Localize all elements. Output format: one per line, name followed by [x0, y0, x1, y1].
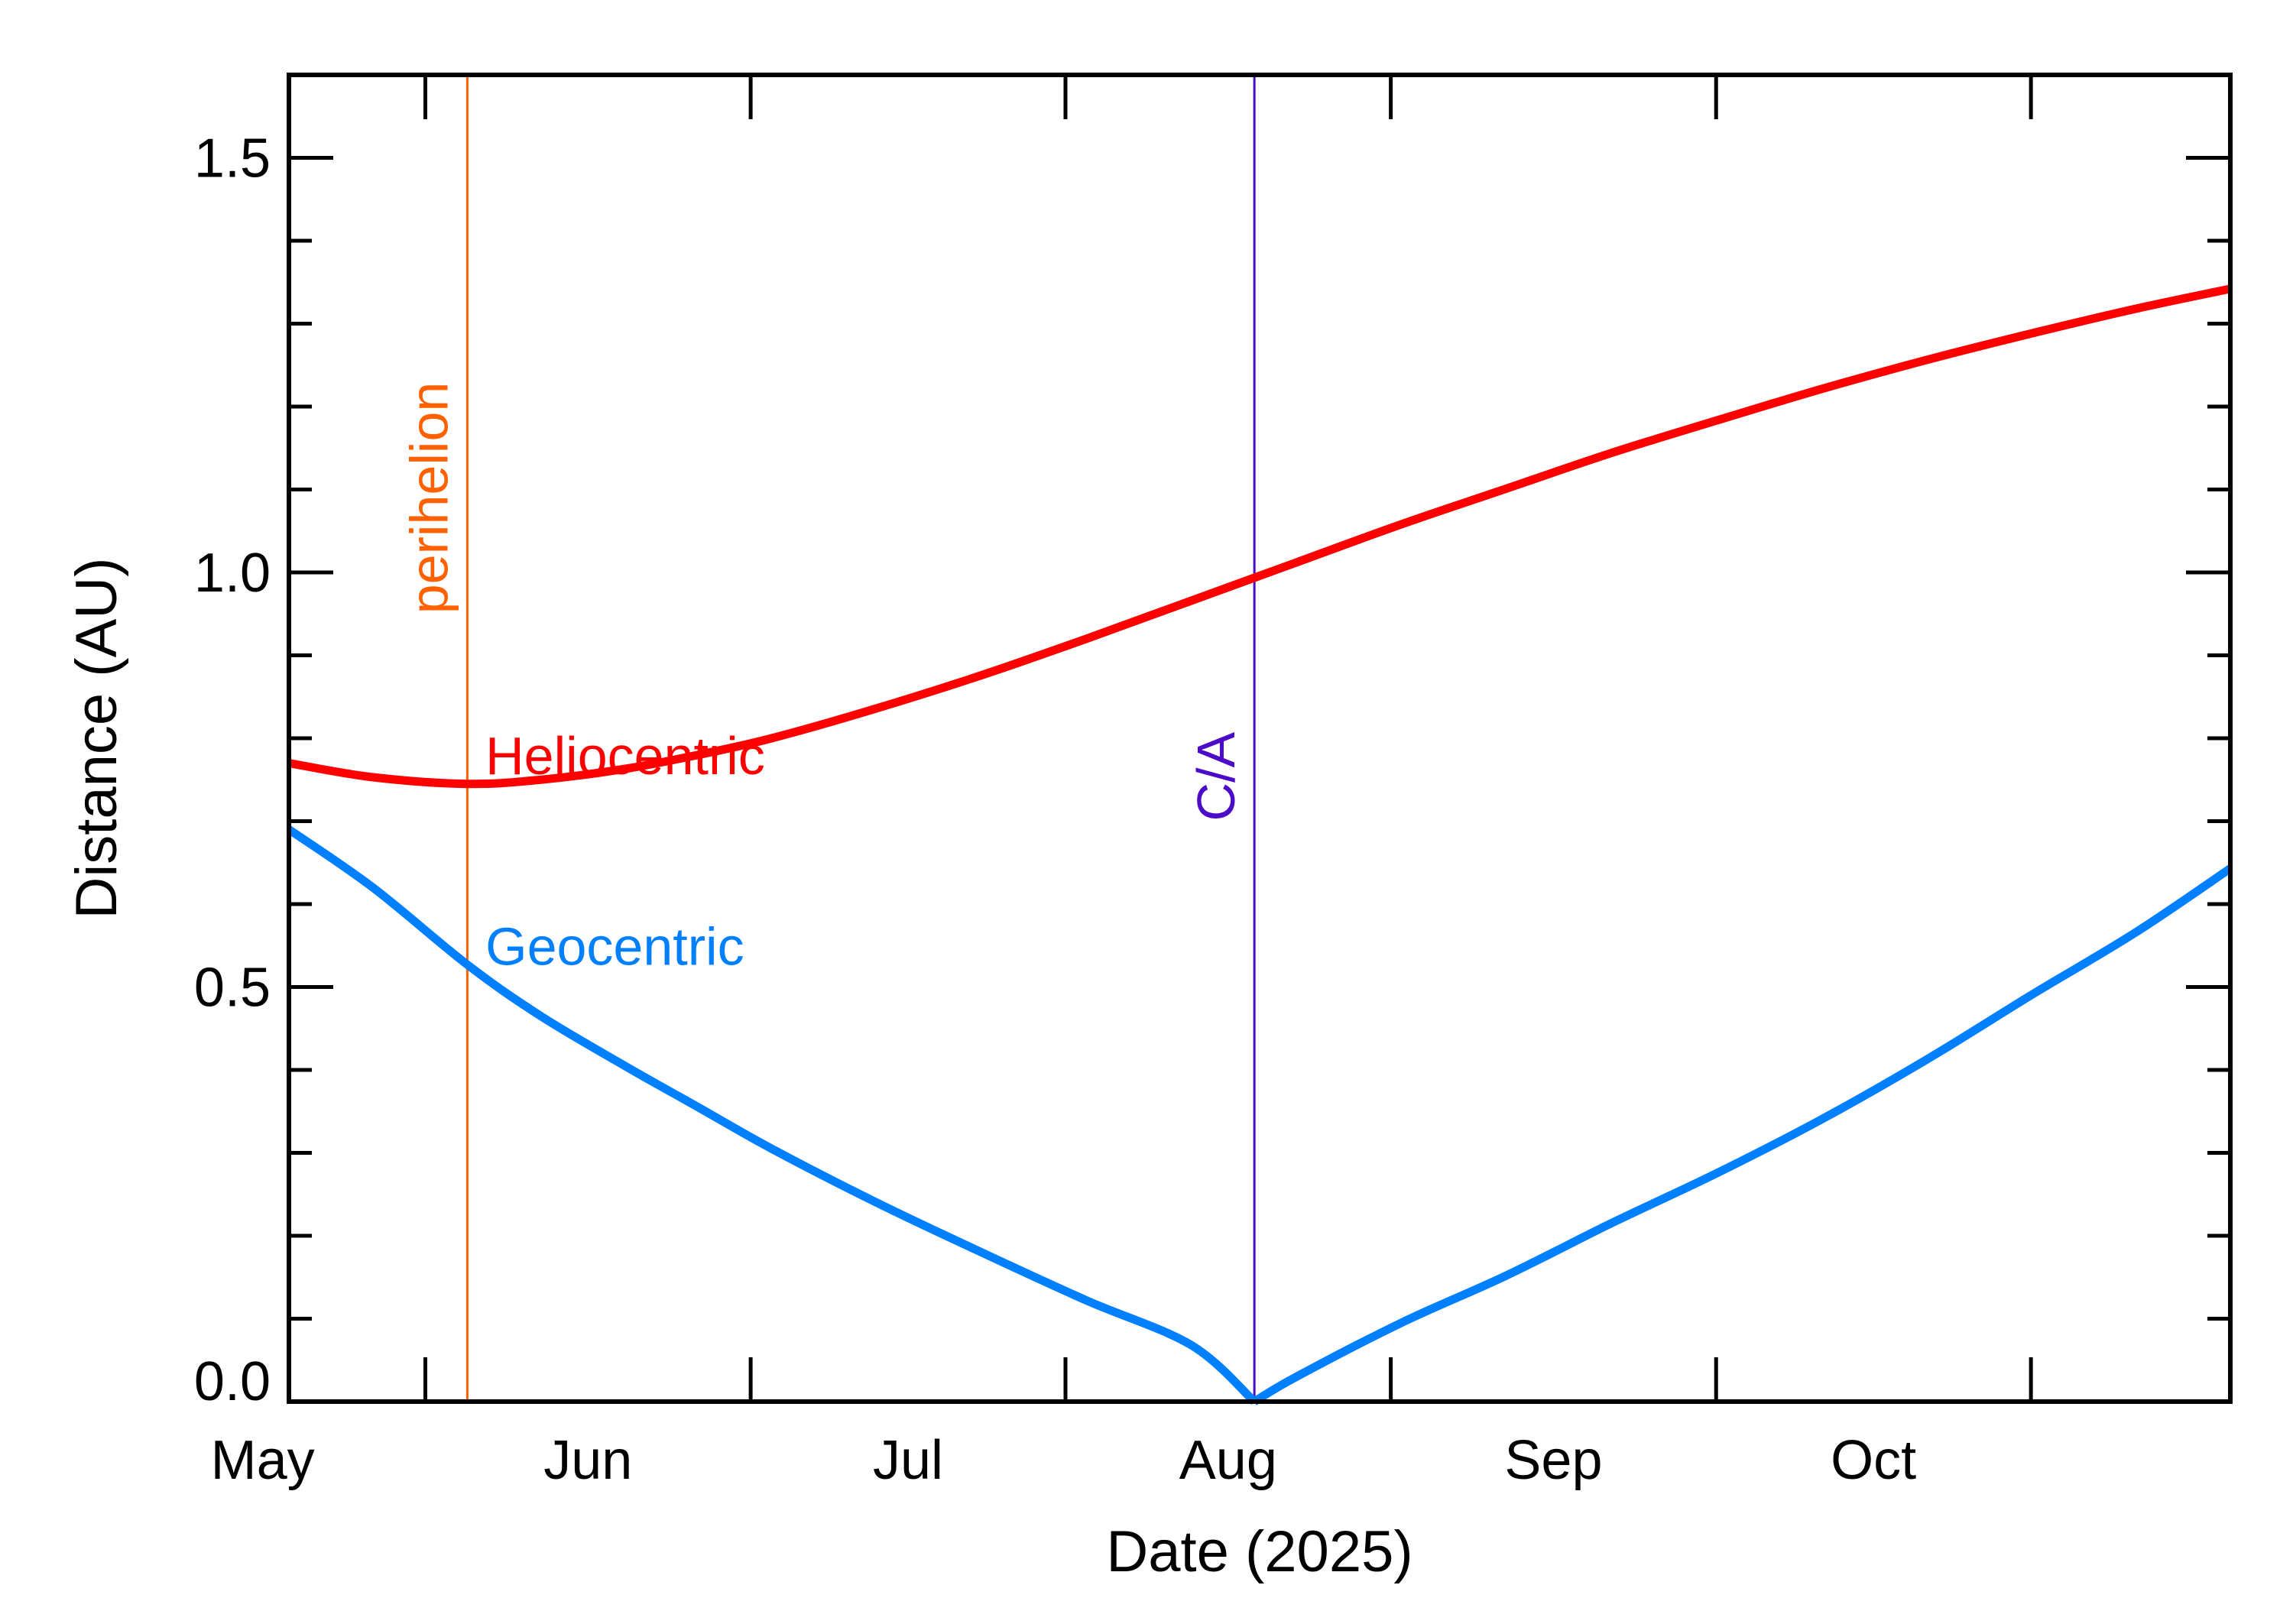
y-tick-label: 1.5 [194, 128, 271, 190]
series-label-heliocentric: Heliocentric [485, 726, 765, 786]
series-line-geocentric-2 [1252, 864, 2233, 1405]
x-tick-label: Oct [1831, 1430, 1916, 1491]
y-tick-label: 0.5 [194, 958, 271, 1019]
marker-label-perihelion: perihelion [399, 382, 459, 614]
series-label-geocentric: Geocentric [485, 917, 744, 977]
x-tick-label: Sep [1504, 1430, 1602, 1491]
x-tick-label: Jun [543, 1430, 632, 1491]
marker-labels: perihelion C/A [399, 382, 1246, 822]
tick-labels: 0.0 0.5 1.0 1.5 May Jun Jul Aug Sep Oct [194, 128, 1916, 1492]
series-line-geocentric-1 [286, 825, 1257, 1405]
y-axis-title: Distance (AU) [64, 558, 129, 919]
y-tick-label: 1.0 [194, 543, 271, 604]
marker-label-c-a: C/A [1186, 732, 1246, 822]
x-tick-label: May [211, 1430, 315, 1491]
series-lines [286, 284, 2233, 1405]
x-axis-title: Date (2025) [1106, 1519, 1412, 1584]
x-tick-label: Aug [1179, 1430, 1277, 1491]
y-tick-label: 0.0 [194, 1351, 271, 1412]
series-line-heliocentric [288, 284, 2232, 789]
series-labels: Heliocentric Geocentric [485, 726, 765, 977]
x-tick-label: Jul [873, 1430, 943, 1491]
marker-lines [465, 75, 1256, 1402]
axis-ticks [289, 73, 2230, 1404]
